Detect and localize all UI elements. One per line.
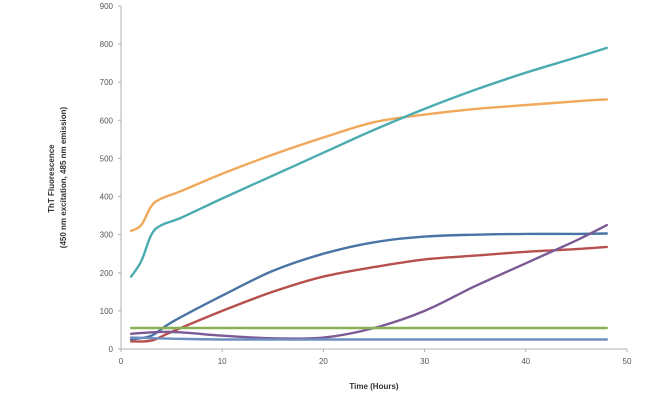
y-tick-label: 600	[100, 116, 114, 125]
axes	[118, 5, 628, 352]
y-tick-label: 0	[109, 345, 114, 354]
tick-labels: 0 100 200 300 400 500 600 700 800 900 0 10 20 30 40 50	[100, 2, 632, 366]
y-tick-label: 500	[100, 154, 114, 163]
y-axis-title: ThT Fluorescence (450 nm excitation, 485…	[47, 106, 68, 248]
series-line-1	[129, 98, 608, 233]
x-axis-title: Time (Hours)	[349, 382, 399, 391]
series-line-7	[129, 336, 608, 341]
x-tick-label: 0	[119, 357, 124, 366]
y-tick-label: 800	[100, 40, 114, 49]
series-line-3	[129, 232, 608, 341]
x-tick-label: 50	[623, 357, 632, 366]
y-tick-label: 300	[100, 231, 114, 240]
y-tick-label: 100	[100, 307, 114, 316]
x-tick-label: 30	[420, 357, 429, 366]
series-lines	[129, 46, 608, 343]
y-tick-label: 200	[100, 269, 114, 278]
y-tick-label: 700	[100, 78, 114, 87]
y-tick-label: 400	[100, 193, 114, 202]
x-tick-label: 10	[218, 357, 227, 366]
series-line-2	[129, 46, 608, 278]
y-axis-title-line-1: ThT Fluorescence	[47, 144, 56, 213]
y-tick-label: 900	[100, 2, 114, 11]
x-tick-label: 20	[319, 357, 328, 366]
y-axis-title-line-2: (450 nm excitation, 485 nm emission)	[59, 106, 68, 248]
x-tick-label: 40	[521, 357, 530, 366]
